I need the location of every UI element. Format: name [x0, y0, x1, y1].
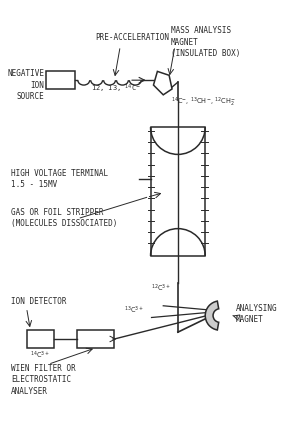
Bar: [77, 330, 115, 348]
Text: WIEN FILTER OR
ELECTROSTATIC
ANALYSER: WIEN FILTER OR ELECTROSTATIC ANALYSER: [11, 364, 76, 396]
Text: ION DETECTOR: ION DETECTOR: [11, 297, 66, 306]
Bar: [27, 330, 54, 348]
Text: $^{13}$C$^{3+}$: $^{13}$C$^{3+}$: [123, 304, 144, 316]
Text: $^{12}$C$^{3+}$: $^{12}$C$^{3+}$: [151, 283, 171, 294]
Text: ANALYSING
MAGNET: ANALYSING MAGNET: [236, 304, 277, 324]
Wedge shape: [205, 301, 219, 330]
Text: GAS OR FOIL STRIPPER
(MOLECULES DISSOCIATED): GAS OR FOIL STRIPPER (MOLECULES DISSOCIA…: [11, 208, 117, 228]
Text: $^{14}$C$^{3+}$: $^{14}$C$^{3+}$: [30, 350, 50, 361]
Polygon shape: [153, 72, 172, 95]
Bar: [175, 189, 181, 196]
Text: $^{14}$C$^{-}$, $^{13}$CH$^{-}$, $^{12}$CH$_{2}^{-}$: $^{14}$C$^{-}$, $^{13}$CH$^{-}$, $^{12}$…: [171, 96, 236, 109]
Text: MASS ANALYSIS
MAGNET
(INSULATED BOX): MASS ANALYSIS MAGNET (INSULATED BOX): [171, 26, 240, 58]
Text: HIGH VOLTAGE TERMINAL
1.5 - 15MV: HIGH VOLTAGE TERMINAL 1.5 - 15MV: [11, 169, 108, 189]
Text: PRE-ACCELERATION: PRE-ACCELERATION: [95, 33, 169, 42]
Bar: [46, 72, 75, 89]
Bar: [165, 180, 190, 205]
Text: 12, 13, $^{14}$C$^{-}$: 12, 13, $^{14}$C$^{-}$: [91, 83, 141, 95]
Bar: [151, 127, 205, 256]
Text: NEGATIVE
ION
SOURCE: NEGATIVE ION SOURCE: [7, 69, 44, 101]
